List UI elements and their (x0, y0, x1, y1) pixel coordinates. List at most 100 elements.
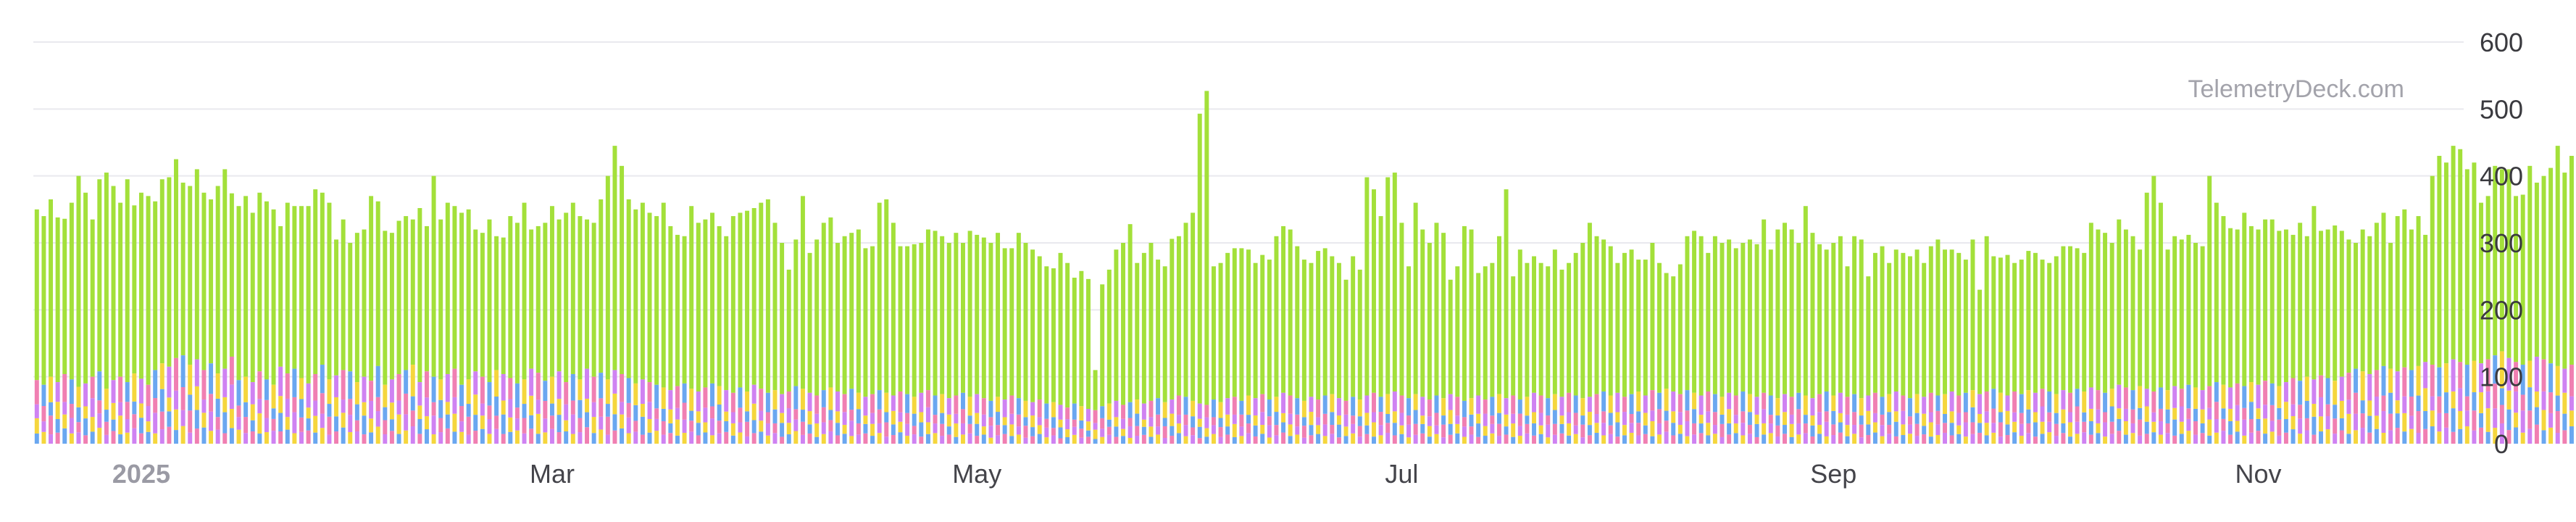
bar-segment-0 (1037, 434, 1042, 444)
bar-segment-3 (2472, 360, 2477, 393)
bar-segment-0 (188, 432, 193, 444)
bar-segment-green (383, 231, 388, 385)
bar-segment-3 (1267, 399, 1272, 417)
bar-324 (2291, 234, 2296, 444)
bar-segment-2 (1441, 415, 1446, 425)
bar-segment-3 (1301, 400, 1306, 418)
bar-segment-green (1246, 249, 1251, 396)
bar-segment-0 (1051, 435, 1056, 444)
bar-segment-1 (2298, 418, 2303, 434)
bar-segment-0 (49, 434, 54, 444)
bar-segment-1 (1741, 423, 1746, 436)
bar-segment-2 (1385, 414, 1391, 423)
bar-segment-3 (1392, 391, 1397, 412)
bar-364 (2569, 155, 2574, 444)
bar-segment-3 (786, 391, 791, 409)
bar-segment-1 (174, 409, 178, 431)
bar-segment-1 (898, 421, 903, 433)
bar-segment-3 (1594, 394, 1599, 414)
bar-289 (2047, 262, 2052, 444)
bar-segment-2 (1601, 411, 1606, 423)
bar-segment-1 (1100, 428, 1105, 437)
bar-segment-2 (2346, 399, 2351, 414)
bar-segment-2 (159, 389, 164, 412)
x-tick-label-may: May (952, 459, 1001, 489)
bar-225 (1601, 239, 1606, 444)
bar-115 (835, 243, 840, 444)
bar-segment-1 (2040, 421, 2045, 434)
bar-94 (689, 206, 694, 444)
bar-segment-2 (2033, 412, 2038, 423)
bar-segment-green (2061, 246, 2066, 391)
bar-78 (578, 216, 583, 444)
bar-segment-0 (445, 428, 450, 444)
bar-328 (2319, 231, 2323, 444)
bar-279 (1977, 289, 1983, 444)
bar-segment-0 (1573, 434, 1578, 444)
bar-65 (487, 219, 492, 444)
bar-segment-2 (1525, 415, 1530, 424)
bar-segment-2 (1587, 412, 1592, 426)
bar-segment-2 (2325, 404, 2330, 416)
bar-segment-3 (940, 394, 945, 413)
bar-segment-3 (2263, 381, 2268, 405)
bar-segment-3 (1943, 394, 1948, 414)
bar-segment-0 (2193, 434, 2198, 444)
bar-segment-1 (1476, 423, 1481, 437)
bar-287 (2033, 252, 2038, 444)
bar-346 (2444, 162, 2448, 444)
bar-segment-0 (967, 433, 972, 444)
bar-segment-3 (1476, 395, 1481, 414)
bar-segment-2 (620, 402, 625, 415)
bar-segment-1 (591, 417, 596, 434)
bar-segment-green (1712, 236, 1717, 394)
bar-segment-green (1197, 113, 1202, 404)
bar-segment-1 (549, 415, 554, 429)
bar-segment-1 (1469, 426, 1474, 435)
bar-106 (772, 223, 778, 444)
bar-segment-3 (585, 368, 589, 399)
bar-segment-1 (1949, 423, 1954, 436)
bar-186 (1330, 256, 1335, 444)
bar-segment-0 (1824, 436, 1829, 444)
bar-segment-0 (2562, 430, 2567, 444)
bar-segment-0 (1657, 434, 1662, 444)
bar-segment-3 (1483, 399, 1488, 414)
bar-segment-0 (675, 435, 680, 444)
bar-segment-green (1483, 266, 1488, 400)
bar-segment-3 (1810, 398, 1815, 416)
bar-segment-2 (2019, 413, 2024, 424)
bar-16 (146, 196, 151, 444)
bar-segment-2 (961, 409, 965, 423)
bar-segment-1 (1274, 425, 1279, 436)
bar-segment-3 (1706, 391, 1711, 412)
bar-segment-2 (1023, 417, 1028, 426)
bar-segment-2 (188, 394, 193, 411)
bar-segment-1 (146, 421, 151, 432)
bar-segment-2 (473, 394, 478, 415)
bar-segment-3 (1901, 395, 1906, 411)
bar-segment-0 (1580, 437, 1585, 444)
bar-segment-0 (2333, 434, 2338, 444)
bar-segment-2 (1093, 423, 1098, 430)
bar-segment-0 (751, 433, 756, 444)
bar-segment-3 (620, 373, 625, 402)
bar-segment-1 (1935, 424, 1941, 436)
bar-segment-0 (1615, 436, 1620, 444)
bar-segment-1 (2291, 416, 2296, 430)
bar-segment-0 (2054, 436, 2059, 444)
bar-segment-green (946, 243, 951, 399)
bar-segment-0 (215, 429, 220, 444)
bar-segment-3 (710, 383, 714, 407)
bar-segment-green (912, 244, 917, 397)
bar-segment-2 (2402, 396, 2407, 413)
bar-79 (585, 219, 589, 444)
bar-segment-2 (1149, 417, 1154, 427)
bar-segment-green (487, 219, 492, 383)
bar-segment-1 (1413, 423, 1418, 435)
bar-segment-1 (1085, 430, 1091, 437)
bar-segment-0 (905, 436, 910, 444)
bar-segment-1 (1037, 425, 1042, 434)
bar-segment-green (1741, 243, 1746, 392)
bar-segment-3 (828, 387, 833, 410)
